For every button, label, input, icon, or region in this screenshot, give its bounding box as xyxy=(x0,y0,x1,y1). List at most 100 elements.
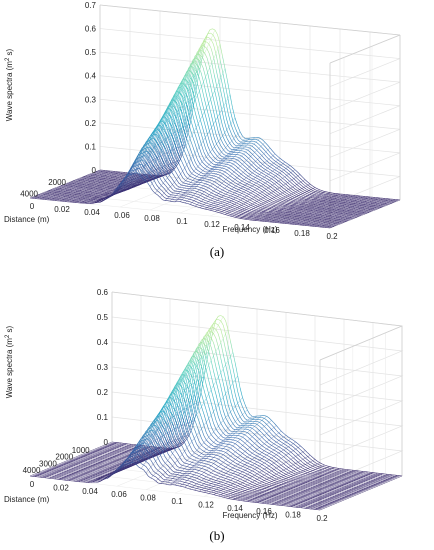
spectrum-segment xyxy=(274,183,278,187)
spectrum-segment xyxy=(224,165,227,167)
spectrum-segment xyxy=(247,198,250,201)
spectrum-segment xyxy=(144,153,148,161)
spectrum-segment xyxy=(241,177,245,180)
spectrum-cross-segment xyxy=(61,191,64,194)
spectrum-segment xyxy=(259,190,263,193)
spectrum-cross-segment xyxy=(86,181,89,184)
spectrum-segment xyxy=(269,196,273,199)
spectrum-segment xyxy=(196,52,200,64)
spectrum-cross-segment xyxy=(78,180,81,182)
spectrum-segment xyxy=(180,173,184,179)
spectrum-segment xyxy=(188,152,192,160)
spectrum-segment xyxy=(255,207,259,209)
spectrum-segment xyxy=(211,195,215,198)
spectrum-cross-segment xyxy=(140,175,143,177)
spectrum-segment xyxy=(258,184,262,187)
spectrum-cross-segment xyxy=(105,181,108,184)
spectrum-segment xyxy=(224,214,228,216)
spectrum-segment xyxy=(219,181,222,184)
spectrum-segment xyxy=(194,142,198,151)
spectrum-segment xyxy=(267,200,271,203)
spectrum-segment xyxy=(187,200,190,202)
spectrum-segment xyxy=(302,180,306,184)
spectrum-segment xyxy=(216,143,220,149)
spectrum-cross-segment xyxy=(108,183,111,185)
spectrum-cross-segment xyxy=(86,176,89,179)
spectrum-cross-segment xyxy=(108,196,111,199)
spectrum-segment xyxy=(178,176,182,181)
spectrum-cross-segment xyxy=(157,167,160,170)
spectrum-segment xyxy=(147,182,151,187)
spectrum-segment xyxy=(190,194,194,196)
spectrum-segment xyxy=(122,181,126,186)
spectrum-segment xyxy=(226,182,229,185)
spectrum-segment xyxy=(199,156,203,162)
spectrum-segment xyxy=(233,130,237,137)
spectrum-cross-segment xyxy=(63,185,66,188)
spectrum-segment xyxy=(262,144,266,148)
spectrum-segment xyxy=(155,133,159,138)
spectrum-segment xyxy=(249,196,252,199)
spectrum-segment xyxy=(300,194,304,196)
spectrum-cross-segment xyxy=(54,187,57,189)
spectrum-segment xyxy=(235,165,239,169)
spectrum-cross-segment xyxy=(42,191,45,194)
spectrum-cross-segment xyxy=(127,188,131,190)
spectrum-segment xyxy=(135,157,139,160)
spectrum-segment xyxy=(208,43,212,50)
spectrum-cross-segment xyxy=(125,186,128,188)
spectrum-cross-segment xyxy=(97,174,100,177)
spectrum-cross-segment xyxy=(51,195,54,198)
spectrum-segment xyxy=(230,182,234,185)
spectrum-cross-segment xyxy=(67,189,70,191)
spectrum-cross-segment xyxy=(183,84,186,88)
spectrum-segment xyxy=(169,200,173,202)
spectrum-segment xyxy=(227,145,231,149)
spectrum-cross-segment xyxy=(94,200,97,203)
spectrum-segment xyxy=(219,153,223,157)
spectrum-segment xyxy=(230,179,234,182)
spectrum-segment xyxy=(224,210,227,212)
spectrum-cross-segment xyxy=(81,181,84,183)
spectrum-cross-segment xyxy=(101,173,104,175)
spectrum-segment xyxy=(164,131,168,136)
spectrum-segment xyxy=(220,191,224,194)
spectrum-segment xyxy=(251,180,254,183)
spectrum-segment xyxy=(265,182,268,186)
spectrum-segment xyxy=(245,155,249,159)
spectrum-segment xyxy=(274,153,278,157)
spectrum-segment xyxy=(270,157,274,160)
spectrum-segment xyxy=(277,202,281,205)
spectrum-segment xyxy=(282,181,286,185)
spectrum-cross-segment xyxy=(148,177,151,179)
spectrum-cross-segment xyxy=(142,179,145,182)
spectrum-segment xyxy=(263,187,267,190)
spectrum-cross-segment xyxy=(121,187,124,190)
spectrum-cross-segment xyxy=(186,69,189,74)
spectrum-segment xyxy=(290,200,294,203)
spectrum-cross-segment xyxy=(132,163,135,167)
spectrum-cross-segment xyxy=(123,184,126,186)
spectrum-segment xyxy=(235,136,239,141)
spectrum-cross-segment xyxy=(65,190,68,192)
spectrum-cross-segment xyxy=(151,177,154,180)
spectrum-segment xyxy=(177,87,181,96)
spectrum-cross-segment xyxy=(175,130,178,133)
spectrum-segment xyxy=(151,183,155,188)
spectrum-cross-segment xyxy=(101,199,105,202)
spectrum-cross-segment xyxy=(92,191,95,194)
spectrum-segment xyxy=(262,139,266,143)
spectrum-segment xyxy=(236,142,239,145)
spectrum-segment xyxy=(168,142,172,152)
spectrum-segment xyxy=(255,192,259,195)
spectrum-segment xyxy=(251,149,255,153)
spectrum-segment xyxy=(255,177,258,180)
spectrum-segment xyxy=(217,130,221,139)
spectrum-segment xyxy=(248,206,252,208)
spectrum-segment xyxy=(189,201,193,203)
spectrum-segment xyxy=(251,209,255,211)
spectrum-cross-segment xyxy=(195,53,198,59)
spectrum-cross-segment xyxy=(79,201,83,204)
spectrum-cross-segment xyxy=(110,182,113,184)
spectrum-segment xyxy=(153,180,157,186)
